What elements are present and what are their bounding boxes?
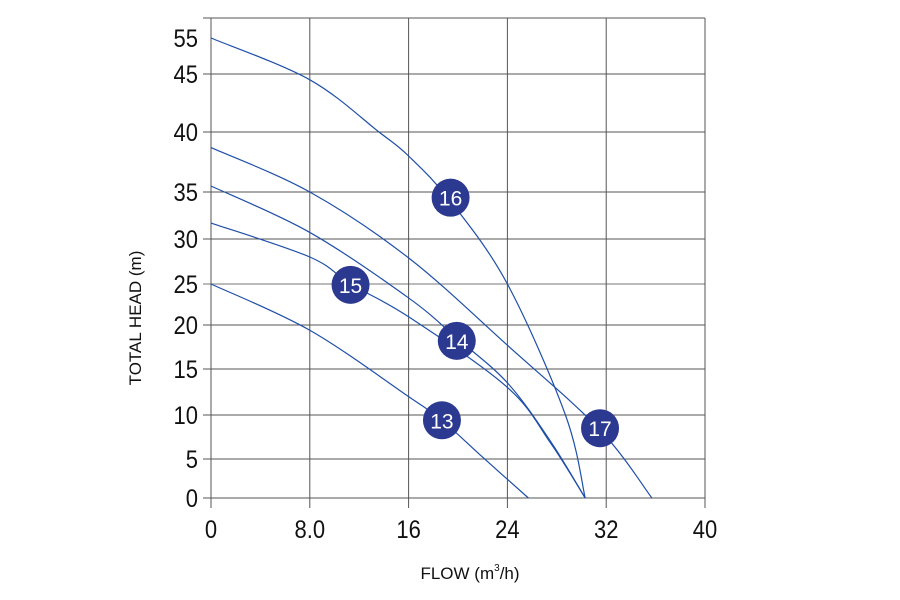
marker-circle	[431, 178, 470, 217]
x-tick-label: 24	[495, 516, 519, 544]
marker-circle	[437, 321, 476, 360]
curve-15	[210, 222, 586, 499]
marker-circle	[331, 265, 370, 304]
curve-13	[210, 283, 529, 499]
curve-marker-14: 14	[437, 321, 476, 360]
y-tick-label: 20	[174, 312, 198, 340]
x-axis-ticks: 0 8.0 16 24 32 40	[205, 516, 717, 544]
y-tick-label: 5	[186, 446, 198, 474]
curve-16	[210, 37, 586, 499]
curve-marker-17: 17	[581, 409, 620, 448]
x-tick-label: 16	[396, 516, 420, 544]
marker-label: 15	[339, 275, 362, 298]
y-tick-label: 25	[174, 271, 198, 299]
y-tick-label: 10	[174, 402, 198, 430]
curve-marker-15: 15	[331, 265, 370, 304]
x-tick-label: 8.0	[295, 516, 326, 544]
y-tick-label: 40	[174, 119, 198, 147]
y-axis-ticks: 0 5 10 15 20 25 30 35 40 45 55	[174, 25, 198, 513]
x-axis-title: FLOW (m3/h)	[420, 563, 519, 583]
curve-marker-13: 13	[422, 401, 461, 440]
y-tick-label: 30	[174, 226, 198, 254]
x-tick-label: 0	[205, 516, 217, 544]
y-axis-title: TOTAL HEAD (m)	[126, 251, 145, 386]
marker-circle	[422, 401, 461, 440]
marker-label: 13	[430, 410, 453, 433]
y-tick-label: 55	[174, 25, 198, 53]
x-tick-label: 32	[594, 516, 618, 544]
x-axis-title-sup: 3	[494, 563, 500, 574]
x-axis-title-main: FLOW (m	[420, 564, 494, 583]
curve-17	[210, 147, 653, 499]
curve-14	[210, 185, 586, 499]
marker-label: 17	[588, 418, 611, 441]
marker-label: 16	[439, 188, 462, 211]
x-axis-title-end: /h)	[500, 564, 520, 583]
marker-label: 14	[445, 331, 469, 354]
curve-marker-16: 16	[431, 178, 470, 217]
y-tick-label: 0	[186, 485, 198, 513]
marker-circle	[581, 409, 620, 448]
y-tick-label: 35	[174, 179, 198, 207]
y-tick-label: 45	[174, 61, 198, 89]
curve-markers: 13 14 15 16 17	[331, 178, 620, 448]
y-tick-label: 15	[174, 356, 198, 384]
x-tick-label: 40	[693, 516, 717, 544]
